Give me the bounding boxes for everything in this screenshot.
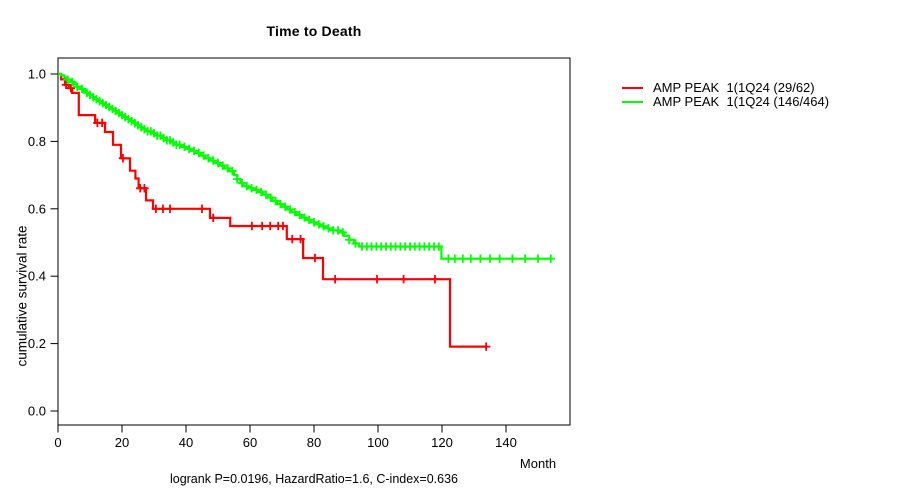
svg-text:0.2: 0.2: [28, 336, 46, 351]
series-curve-green: [58, 72, 551, 260]
legend-item-group2: AMP PEAK 1(1Q24 (146/464): [622, 95, 829, 109]
svg-text:1.0: 1.0: [28, 67, 46, 82]
legend: AMP PEAK 1(1Q24 (29/62) AMP PEAK 1(1Q24 …: [622, 81, 829, 109]
svg-text:0: 0: [54, 435, 61, 450]
svg-text:0.4: 0.4: [28, 269, 46, 284]
stats-caption: logrank P=0.0196, HazardRatio=1.6, C-ind…: [169, 472, 459, 486]
y-axis-label: cumulative survival rate: [14, 225, 30, 367]
legend-label-group1: AMP PEAK 1(1Q24 (29/62): [653, 80, 815, 95]
legend-label-group2: AMP PEAK 1(1Q24 (146/464): [653, 94, 830, 109]
censor-marks-red: [61, 80, 491, 351]
svg-text:20: 20: [115, 435, 129, 450]
y-axis-ticks: 1.0 0.8 0.6 0.4 0.2 0.0: [28, 67, 58, 419]
x-axis-ticks: 0 20 40 60 80 100 120 140: [54, 425, 517, 450]
svg-text:0.0: 0.0: [28, 404, 46, 419]
svg-text:0.6: 0.6: [28, 201, 46, 216]
svg-text:100: 100: [367, 435, 389, 450]
axes: [57, 57, 571, 426]
svg-text:80: 80: [307, 435, 321, 450]
chart-title: Time to Death: [266, 23, 362, 39]
legend-line-red-icon: [622, 87, 643, 89]
legend-item-group1: AMP PEAK 1(1Q24 (29/62): [622, 81, 829, 95]
x-axis-label: Month: [519, 456, 557, 471]
svg-text:140: 140: [495, 435, 517, 450]
svg-text:40: 40: [179, 435, 193, 450]
censor-marks-green: [63, 75, 555, 263]
legend-line-green-icon: [622, 101, 643, 103]
svg-text:120: 120: [431, 435, 453, 450]
svg-text:0.8: 0.8: [28, 134, 46, 149]
svg-text:60: 60: [243, 435, 257, 450]
